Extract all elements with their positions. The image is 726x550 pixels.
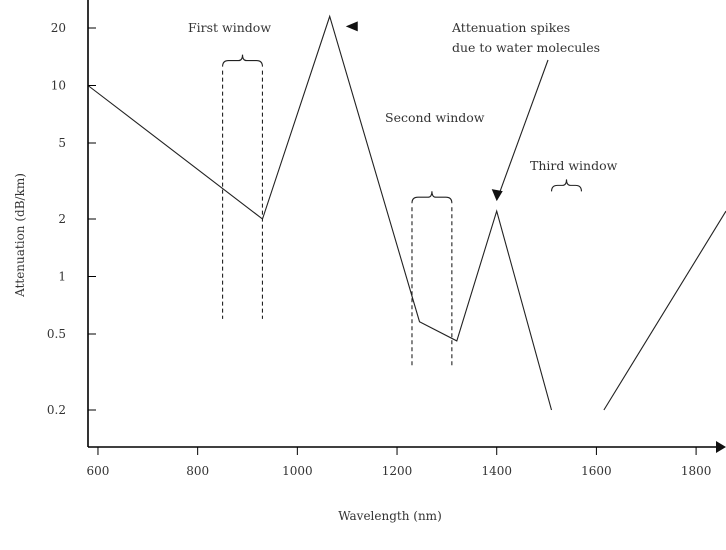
window-brace-1 xyxy=(411,191,453,204)
window-brace-2 xyxy=(550,179,583,192)
annotation-line-2: due to water molecules xyxy=(452,40,600,55)
attenuation-curve-segment-0 xyxy=(87,14,553,411)
y-axis-label: Attenuation (dB/km) xyxy=(13,173,27,298)
y-tick-label-2: 1 xyxy=(58,269,66,283)
y-tick-label-3: 2 xyxy=(58,212,66,226)
y-tick-label-4: 5 xyxy=(58,136,66,150)
x-tick-label-1000: 1000 xyxy=(282,464,313,478)
annotation-layer xyxy=(345,21,549,202)
window-label-third: Third window xyxy=(530,158,618,173)
y-tick-label-1: 0.5 xyxy=(47,327,66,341)
x-tick-label-1400: 1400 xyxy=(481,464,512,478)
x-axis-label: Wavelength (nm) xyxy=(338,509,442,523)
x-axis-arrow-icon xyxy=(716,441,726,453)
series-layer xyxy=(87,14,726,411)
annotation-line-1: Attenuation spikes xyxy=(451,20,570,35)
window-label-second: Second window xyxy=(385,110,485,125)
x-tick-label-600: 600 xyxy=(87,464,110,478)
peak-arrow-icon xyxy=(345,21,358,32)
window-guides xyxy=(222,70,453,366)
ticks-layer: 600 800 1000 1200 1400 1600 1800 0.2 0.5 1 2 5 10 20 xyxy=(47,21,711,478)
x-tick-label-1600: 1600 xyxy=(581,464,612,478)
y-tick-label-6: 20 xyxy=(51,21,66,35)
spike-arrow-line xyxy=(498,59,549,196)
window-brace-0 xyxy=(222,54,264,67)
attenuation-curve-segment-1 xyxy=(603,210,726,411)
y-tick-label-0: 0.2 xyxy=(47,403,66,417)
y-tick-label-5: 10 xyxy=(51,78,66,92)
window-braces xyxy=(222,54,583,204)
spike-arrow-icon xyxy=(491,189,503,202)
x-tick-label-1800: 1800 xyxy=(681,464,712,478)
x-tick-label-800: 800 xyxy=(186,464,209,478)
window-label-first: First window xyxy=(188,20,271,35)
x-tick-label-1200: 1200 xyxy=(382,464,413,478)
